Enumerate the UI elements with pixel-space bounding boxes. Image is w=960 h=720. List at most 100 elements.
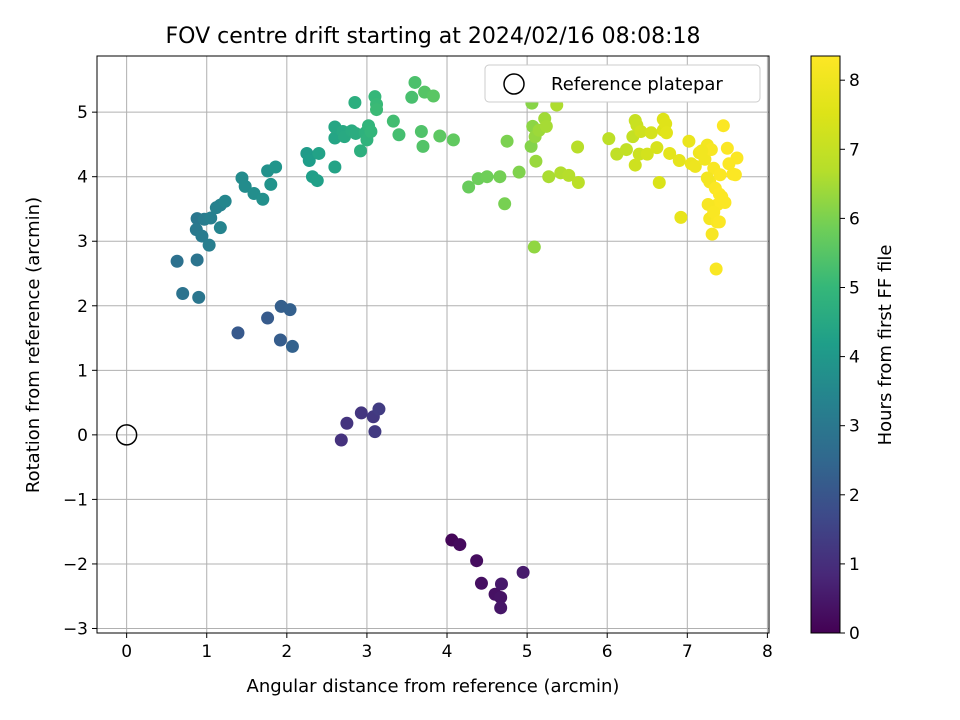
data-point xyxy=(190,253,204,267)
data-point xyxy=(672,154,686,168)
data-point xyxy=(312,146,326,160)
data-point xyxy=(334,433,348,447)
data-point xyxy=(500,134,514,148)
data-point xyxy=(628,158,642,172)
colorbar-tick-label: 4 xyxy=(849,348,860,368)
data-point xyxy=(498,197,512,211)
y-tick-label: −1 xyxy=(63,490,88,510)
data-point xyxy=(170,254,184,268)
data-point xyxy=(652,176,666,190)
data-point xyxy=(414,125,428,139)
data-point xyxy=(571,140,585,154)
data-point xyxy=(446,133,460,147)
data-point xyxy=(204,211,218,225)
data-point xyxy=(426,89,440,103)
plot-frame xyxy=(96,55,770,634)
data-point xyxy=(238,179,252,193)
data-point xyxy=(474,576,488,590)
x-tick-label: 4 xyxy=(442,642,453,662)
y-axis-ticks: −3 −2 −1 0 1 2 3 4 5 xyxy=(63,103,97,639)
data-point xyxy=(634,125,648,139)
data-point xyxy=(718,196,732,210)
legend-marker-icon xyxy=(503,73,525,95)
data-point xyxy=(700,171,714,185)
data-point xyxy=(728,168,742,182)
data-point xyxy=(328,160,342,174)
data-point xyxy=(650,141,664,155)
legend-entry-label: Reference platepar xyxy=(551,74,723,95)
data-point xyxy=(470,554,484,568)
data-point xyxy=(176,287,190,301)
data-point xyxy=(364,125,378,139)
x-tick-label: 6 xyxy=(602,642,613,662)
colorbar: 0 1 2 3 4 5 6 7 8 Hours from first FF file xyxy=(810,55,896,644)
data-point xyxy=(695,144,709,158)
x-tick-label: 0 xyxy=(121,642,132,662)
data-point xyxy=(619,143,633,157)
data-point xyxy=(302,154,316,168)
data-point xyxy=(195,229,209,243)
legend-box xyxy=(484,64,761,103)
data-point xyxy=(405,90,419,104)
data-point xyxy=(516,565,530,579)
data-point xyxy=(529,154,543,168)
data-point xyxy=(370,103,384,117)
y-tick-label: −3 xyxy=(63,619,88,639)
y-axis-label: Rotation from reference (arcmin) xyxy=(23,197,44,493)
scatter-plot-area: 0 1 2 3 4 5 6 7 8 −3 −2 −1 0 1 2 3 4 5 xyxy=(63,55,773,662)
data-point xyxy=(704,143,718,157)
colorbar-tick-label: 1 xyxy=(849,555,860,575)
colorbar-tick-label: 0 xyxy=(849,624,860,644)
data-point xyxy=(218,194,232,208)
colorbar-tick-label: 2 xyxy=(849,486,860,506)
data-point xyxy=(256,192,270,206)
data-point xyxy=(682,134,696,148)
chart-title: FOV centre drift starting at 2024/02/16 … xyxy=(166,24,701,49)
data-point xyxy=(562,168,576,182)
data-point xyxy=(730,151,744,165)
y-tick-label: 4 xyxy=(77,168,88,188)
data-point xyxy=(712,215,726,229)
data-point xyxy=(285,339,299,353)
data-point xyxy=(231,326,245,340)
data-point xyxy=(709,262,723,276)
colorbar-tick-label: 6 xyxy=(849,209,860,229)
data-point xyxy=(349,126,363,140)
data-point xyxy=(354,406,368,420)
data-point xyxy=(480,170,494,184)
y-tick-label: 2 xyxy=(77,297,88,317)
x-tick-label: 2 xyxy=(281,642,292,662)
data-point xyxy=(433,129,447,143)
data-point xyxy=(713,168,727,182)
data-point xyxy=(527,240,541,254)
data-point xyxy=(192,290,206,304)
data-points xyxy=(170,75,744,615)
x-tick-label: 7 xyxy=(682,642,693,662)
x-axis-label: Angular distance from reference (arcmin) xyxy=(247,676,620,697)
data-point xyxy=(571,176,585,190)
grid-lines xyxy=(97,56,769,633)
y-tick-label: 3 xyxy=(77,232,88,252)
data-point xyxy=(453,538,467,552)
colorbar-tick-label: 5 xyxy=(849,278,860,298)
data-point xyxy=(707,205,721,219)
data-point xyxy=(644,126,658,140)
data-point xyxy=(348,95,362,109)
data-point xyxy=(416,139,430,153)
y-tick-label: 0 xyxy=(77,426,88,446)
data-point xyxy=(213,221,227,235)
data-point xyxy=(283,303,297,317)
x-tick-label: 8 xyxy=(762,642,773,662)
data-point xyxy=(720,141,734,155)
colorbar-tick-label: 7 xyxy=(849,140,860,160)
x-tick-label: 1 xyxy=(201,642,212,662)
y-tick-label: −2 xyxy=(63,555,88,575)
legend: Reference platepar xyxy=(484,64,761,103)
data-point xyxy=(602,132,616,146)
data-point xyxy=(264,177,278,191)
data-point xyxy=(539,119,553,133)
data-point xyxy=(273,333,287,347)
data-point xyxy=(462,180,476,194)
colorbar-gradient xyxy=(810,55,841,634)
